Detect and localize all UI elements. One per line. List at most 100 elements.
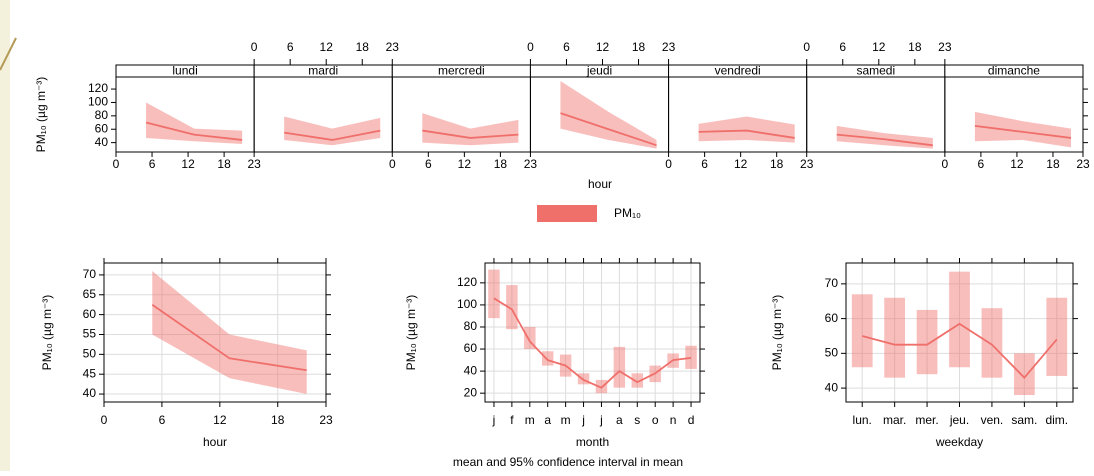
x-tick-label: 23 xyxy=(662,40,676,54)
confidence-bar xyxy=(685,345,697,369)
y-tick-label: 40 xyxy=(83,386,97,400)
y-tick-label: 50 xyxy=(825,346,839,360)
x-tick-label: 0 xyxy=(101,413,108,427)
confidence-band xyxy=(560,81,657,149)
x-tick-label: j xyxy=(581,413,585,427)
x-axis-label: weekday xyxy=(935,435,983,449)
confidence-band xyxy=(146,102,243,144)
x-tick-label: 6 xyxy=(563,40,570,54)
plot-frame xyxy=(845,262,1074,403)
confidence-bar xyxy=(981,308,1003,378)
y-axis-label: PM₁₀ (µg m⁻³) xyxy=(40,295,54,371)
mean-line xyxy=(974,124,1072,139)
mean-line xyxy=(493,297,692,389)
x-tick-label: 6 xyxy=(425,157,432,171)
x-axis-label: hour xyxy=(203,435,227,449)
y-tick-label: 50 xyxy=(83,347,97,361)
x-tick-label: 18 xyxy=(632,40,646,54)
x-tick-label: 0 xyxy=(803,40,810,54)
x-tick-label: 23 xyxy=(386,40,400,54)
x-tick-label: 12 xyxy=(320,40,334,54)
x-tick-label: 0 xyxy=(665,157,672,171)
y-tick-label: 120 xyxy=(88,81,108,95)
confidence-bar xyxy=(541,351,554,366)
y-tick-label: 55 xyxy=(83,327,97,341)
confidence-band xyxy=(284,116,381,146)
x-tick-label: lun. xyxy=(853,413,872,427)
x-axis-label: hour xyxy=(588,177,612,191)
y-tick-label: 60 xyxy=(95,121,109,135)
y-tick-label: 120 xyxy=(457,275,477,289)
x-tick-label: 23 xyxy=(319,413,333,427)
y-tick-label: 40 xyxy=(464,363,478,377)
y-tick-label: 60 xyxy=(83,307,97,321)
x-tick-label: 18 xyxy=(908,40,922,54)
x-tick-label: 0 xyxy=(527,40,534,54)
x-tick-label: 23 xyxy=(938,40,952,54)
x-tick-label: 12 xyxy=(872,40,886,54)
mean-line xyxy=(284,129,381,141)
x-tick-label: n xyxy=(670,413,677,427)
x-tick-label: 12 xyxy=(458,157,472,171)
mean-line xyxy=(698,129,795,139)
x-tick-label: 12 xyxy=(734,157,748,171)
x-tick-label: 0 xyxy=(389,157,396,171)
mean-line xyxy=(145,121,243,141)
mean-line xyxy=(560,112,657,147)
strip-label: dimanche xyxy=(988,64,1040,78)
y-tick-label: 40 xyxy=(95,135,109,149)
y-tick-label: 100 xyxy=(88,95,108,109)
confidence-bar xyxy=(613,346,626,388)
x-tick-label: 18 xyxy=(356,40,370,54)
plot-frame xyxy=(484,262,701,403)
x-tick-label: dim. xyxy=(1045,413,1068,427)
x-tick-label: 18 xyxy=(770,157,784,171)
y-tick-label: 60 xyxy=(464,341,478,355)
y-tick-label: 40 xyxy=(825,380,839,394)
x-tick-label: 6 xyxy=(701,157,708,171)
mean-line xyxy=(836,133,933,147)
x-tick-label: 6 xyxy=(149,157,156,171)
x-tick-label: j xyxy=(492,413,496,427)
x-tick-label: 18 xyxy=(494,157,508,171)
x-tick-label: 18 xyxy=(217,157,231,171)
x-tick-label: 23 xyxy=(524,157,538,171)
confidence-band xyxy=(422,113,519,146)
confidence-band xyxy=(836,125,933,149)
x-tick-label: ven. xyxy=(981,413,1004,427)
side-strip xyxy=(0,0,10,471)
y-tick-label: 100 xyxy=(457,297,477,311)
x-tick-label: 12 xyxy=(213,413,227,427)
x-tick-label: 12 xyxy=(596,40,610,54)
panel-frame xyxy=(944,76,1084,153)
confidence-bar xyxy=(631,373,644,388)
confidence-bar xyxy=(1013,353,1035,396)
strip-label: lundi xyxy=(172,64,197,78)
y-axis-label: PM₁₀ (µg m⁻³) xyxy=(34,77,48,153)
x-tick-label: 18 xyxy=(271,413,285,427)
x-tick-label: 12 xyxy=(1010,157,1024,171)
strip-label: jeudi xyxy=(586,64,612,78)
mean-line xyxy=(422,129,519,139)
x-tick-label: s xyxy=(634,413,640,427)
caption: mean and 95% confidence interval in mean xyxy=(453,455,683,469)
x-tick-label: d xyxy=(688,413,695,427)
confidence-bar xyxy=(488,269,500,319)
legend-label: PM₁₀ xyxy=(614,206,641,220)
strip-label: samedi xyxy=(856,64,895,78)
x-tick-label: 6 xyxy=(839,40,846,54)
y-tick-label: 70 xyxy=(825,276,839,290)
x-tick-label: 0 xyxy=(942,157,949,171)
confidence-bar xyxy=(506,285,518,330)
y-tick-label: 60 xyxy=(825,311,839,325)
confidence-bar xyxy=(949,271,970,368)
y-tick-label: 70 xyxy=(83,267,97,281)
confidence-bar xyxy=(884,297,906,378)
confidence-band xyxy=(974,111,1071,148)
x-tick-label: o xyxy=(652,413,659,427)
legend-swatch xyxy=(537,205,597,222)
x-tick-label: 6 xyxy=(159,413,166,427)
x-tick-label: 0 xyxy=(113,157,120,171)
confidence-bar xyxy=(916,309,938,375)
